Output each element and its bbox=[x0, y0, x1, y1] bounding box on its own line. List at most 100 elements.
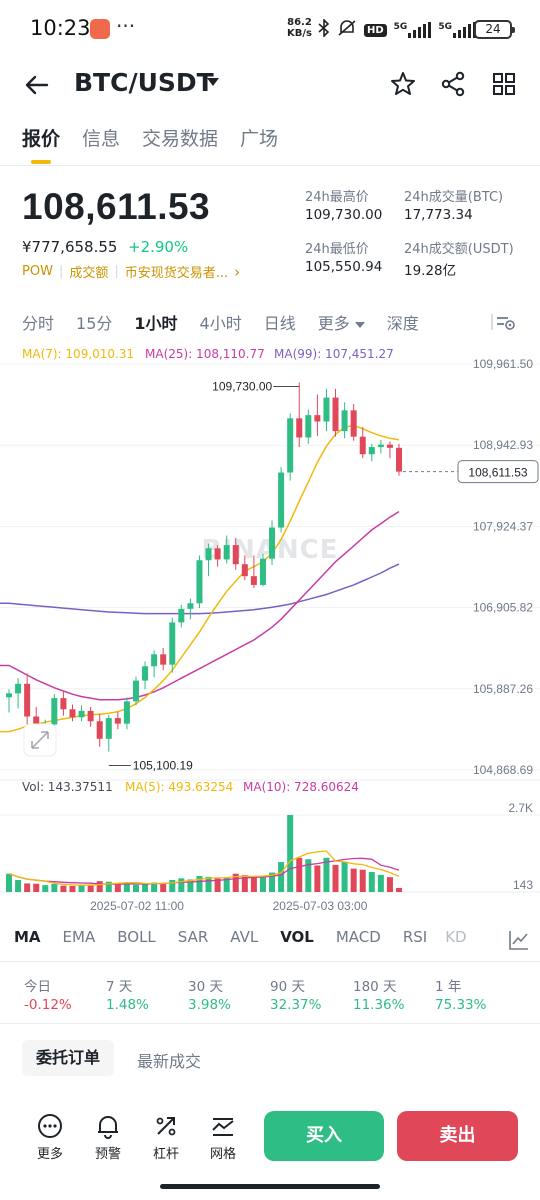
buy-button[interactable]: 买入 bbox=[264, 1111, 384, 1161]
chart-settings-icon bbox=[491, 314, 515, 330]
interval-more[interactable]: 更多 bbox=[318, 310, 365, 334]
volume-bar bbox=[105, 881, 112, 892]
candle-body bbox=[259, 558, 266, 585]
indicator-vol[interactable]: VOL bbox=[280, 928, 314, 946]
perf-label: 180 天 bbox=[353, 979, 397, 995]
leverage-label: 杠杆 bbox=[152, 1147, 179, 1162]
chevron-right-icon[interactable]: › bbox=[234, 262, 241, 281]
candle-body bbox=[114, 718, 121, 724]
vol-ma5-line bbox=[8, 850, 400, 886]
volume-bar bbox=[214, 878, 221, 892]
candle-body bbox=[96, 721, 103, 739]
interval-15m[interactable]: 15分 bbox=[76, 314, 113, 333]
candle-body bbox=[196, 560, 203, 604]
layout-grid-button[interactable] bbox=[490, 70, 518, 98]
favorite-star-button[interactable] bbox=[389, 70, 417, 98]
interval-depth[interactable]: 深度 bbox=[386, 314, 419, 333]
indicator-kd[interactable]: KD bbox=[445, 928, 467, 946]
leverage-button[interactable]: 杠杆 bbox=[142, 1113, 190, 1162]
indicator-rsi[interactable]: RSI bbox=[402, 928, 428, 946]
candle-body bbox=[232, 545, 239, 565]
pair-title[interactable]: BTC/USDT bbox=[74, 68, 214, 97]
tab-square[interactable]: 广场 bbox=[240, 128, 279, 150]
alert-label: 预警 bbox=[94, 1147, 121, 1162]
candle-body bbox=[223, 545, 230, 560]
chart-settings-button[interactable] bbox=[490, 310, 518, 334]
tab-trading-data[interactable]: 交易数据 bbox=[142, 128, 219, 150]
candle-body bbox=[269, 527, 276, 559]
interval-4h[interactable]: 4小时 bbox=[199, 314, 242, 333]
volume-bar bbox=[305, 859, 312, 892]
more-button[interactable]: 更多 bbox=[26, 1113, 74, 1162]
perf-value: 75.33% bbox=[435, 997, 487, 1013]
interval-more-label: 更多 bbox=[317, 314, 350, 333]
candle-body bbox=[241, 564, 248, 577]
interval-1d[interactable]: 日线 bbox=[263, 314, 296, 333]
candle-body bbox=[278, 472, 285, 528]
volume-bar bbox=[250, 877, 257, 892]
indicator-ema[interactable]: EMA bbox=[62, 928, 96, 946]
perf-label: 1 年 bbox=[435, 979, 462, 995]
tab-info[interactable]: 信息 bbox=[82, 128, 121, 150]
hd-voice-badge: HD bbox=[364, 23, 387, 37]
volume-bar bbox=[296, 857, 303, 892]
signal-icon-1: 5G bbox=[394, 22, 432, 38]
indicator-ma[interactable]: MA bbox=[14, 928, 41, 946]
volume-tick-label: 143 bbox=[513, 878, 533, 892]
volume-bar bbox=[142, 884, 149, 892]
more-label: 更多 bbox=[36, 1147, 63, 1162]
stat-low-label: 24h最低价 bbox=[305, 242, 369, 257]
perf-value: 3.98% bbox=[188, 997, 231, 1013]
indicator-boll[interactable]: BOLL bbox=[117, 928, 156, 946]
volume-bar bbox=[350, 868, 357, 892]
candle-body bbox=[24, 683, 31, 717]
indicator-settings-button[interactable] bbox=[508, 929, 530, 951]
price-change-percent: +2.90% bbox=[128, 238, 189, 256]
share-icon bbox=[441, 71, 465, 97]
volume-bar bbox=[368, 872, 375, 892]
back-button[interactable] bbox=[22, 70, 52, 100]
bell-icon bbox=[98, 1116, 118, 1139]
stat-vol-usdt-value: 19.28亿 bbox=[404, 263, 457, 279]
candle-body bbox=[160, 654, 167, 665]
candle-body bbox=[123, 701, 130, 724]
candle-body bbox=[341, 410, 348, 432]
tag-volume[interactable]: 成交额 bbox=[69, 266, 109, 281]
tag-pow[interactable]: POW bbox=[22, 264, 53, 279]
candle-body bbox=[377, 444, 384, 448]
network-speed: 86.2 KB/s bbox=[287, 17, 312, 39]
candle-body bbox=[305, 415, 312, 438]
tab-open-orders[interactable]: 委托订单 bbox=[22, 1040, 114, 1076]
low-price-label: 105,100.19 bbox=[133, 759, 193, 773]
divider bbox=[0, 165, 540, 166]
tab-quote[interactable]: 报价 bbox=[22, 128, 61, 150]
share-button[interactable] bbox=[439, 70, 467, 98]
grid-trading-button[interactable]: 网格 bbox=[199, 1113, 247, 1162]
active-tab-indicator bbox=[31, 160, 51, 164]
tab-latest-trades[interactable]: 最新成交 bbox=[137, 1052, 202, 1071]
caret-down-icon[interactable] bbox=[207, 78, 219, 86]
tag-exchange[interactable]: 币安现货交易者... bbox=[124, 266, 229, 281]
volume-bar bbox=[24, 883, 31, 892]
status-more-dots: ··· bbox=[116, 14, 136, 38]
price-chart[interactable]: 109,961.50 108,942.93 107,924.37 106,905.82… bbox=[0, 340, 540, 920]
price-cny: ¥777,658.55 bbox=[22, 238, 118, 256]
volume-bar bbox=[386, 877, 393, 892]
mute-bell-icon bbox=[337, 19, 357, 41]
volume-bar bbox=[15, 880, 22, 892]
interval-1h[interactable]: 1小时 bbox=[134, 314, 178, 333]
indicator-avl[interactable]: AVL bbox=[230, 928, 259, 946]
indicator-sar[interactable]: SAR bbox=[177, 928, 209, 946]
alert-button[interactable]: 预警 bbox=[84, 1113, 132, 1162]
volume-bar bbox=[232, 873, 239, 892]
coin-tags[interactable]: POW | 成交额 | 币安现货交易者... › bbox=[22, 262, 241, 282]
interval-timeline[interactable]: 分时 bbox=[22, 314, 55, 333]
indicator-macd[interactable]: MACD bbox=[335, 928, 381, 946]
tag-separator: | bbox=[58, 264, 64, 279]
current-price-tag bbox=[457, 460, 539, 484]
status-icons: HD 5G 5G bbox=[318, 18, 476, 42]
sell-button[interactable]: 卖出 bbox=[397, 1111, 518, 1161]
y-tick-label: 108,942.93 bbox=[473, 438, 533, 452]
y-tick-label: 109,961.50 bbox=[473, 357, 533, 371]
tag-separator: | bbox=[114, 264, 119, 279]
